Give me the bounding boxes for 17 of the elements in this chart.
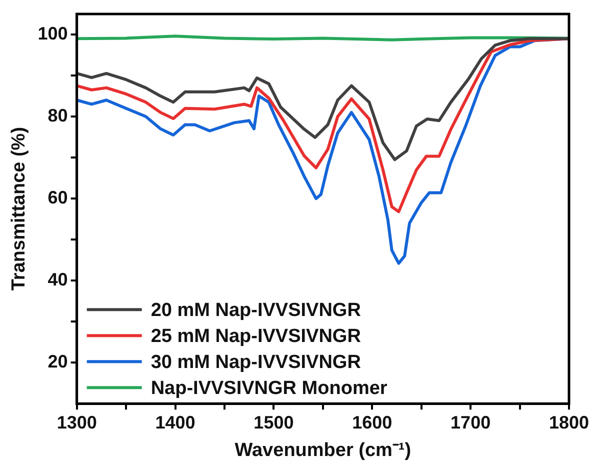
legend-label: 20 mM Nap-IVVSIVNGR [150, 300, 362, 321]
x-tick-label: 1300 [56, 412, 97, 432]
legend-label: 25 mM Nap-IVVSIVNGR [150, 326, 362, 347]
x-tick-label: 1700 [450, 412, 491, 432]
y-tick-label: 100 [38, 23, 68, 44]
y-tick-label: 80 [48, 105, 68, 126]
x-tick-label: 1600 [352, 412, 392, 432]
x-tick-label: 1500 [254, 412, 294, 432]
y-axis-title: Transmittance (%) [8, 126, 30, 291]
x-tick-label: 1400 [155, 412, 196, 432]
legend-label: Nap-IVVSIVNGR Monomer [150, 378, 388, 399]
legend-label: 30 mM Nap-IVVSIVNGR [150, 352, 362, 373]
y-tick-label: 40 [48, 270, 68, 290]
x-tick-label: 1800 [548, 412, 590, 432]
y-tick-label: 60 [48, 188, 68, 208]
x-axis-title: Wavenumber (cm⁻¹) [234, 440, 412, 461]
y-tick-label: 20 [48, 352, 68, 372]
